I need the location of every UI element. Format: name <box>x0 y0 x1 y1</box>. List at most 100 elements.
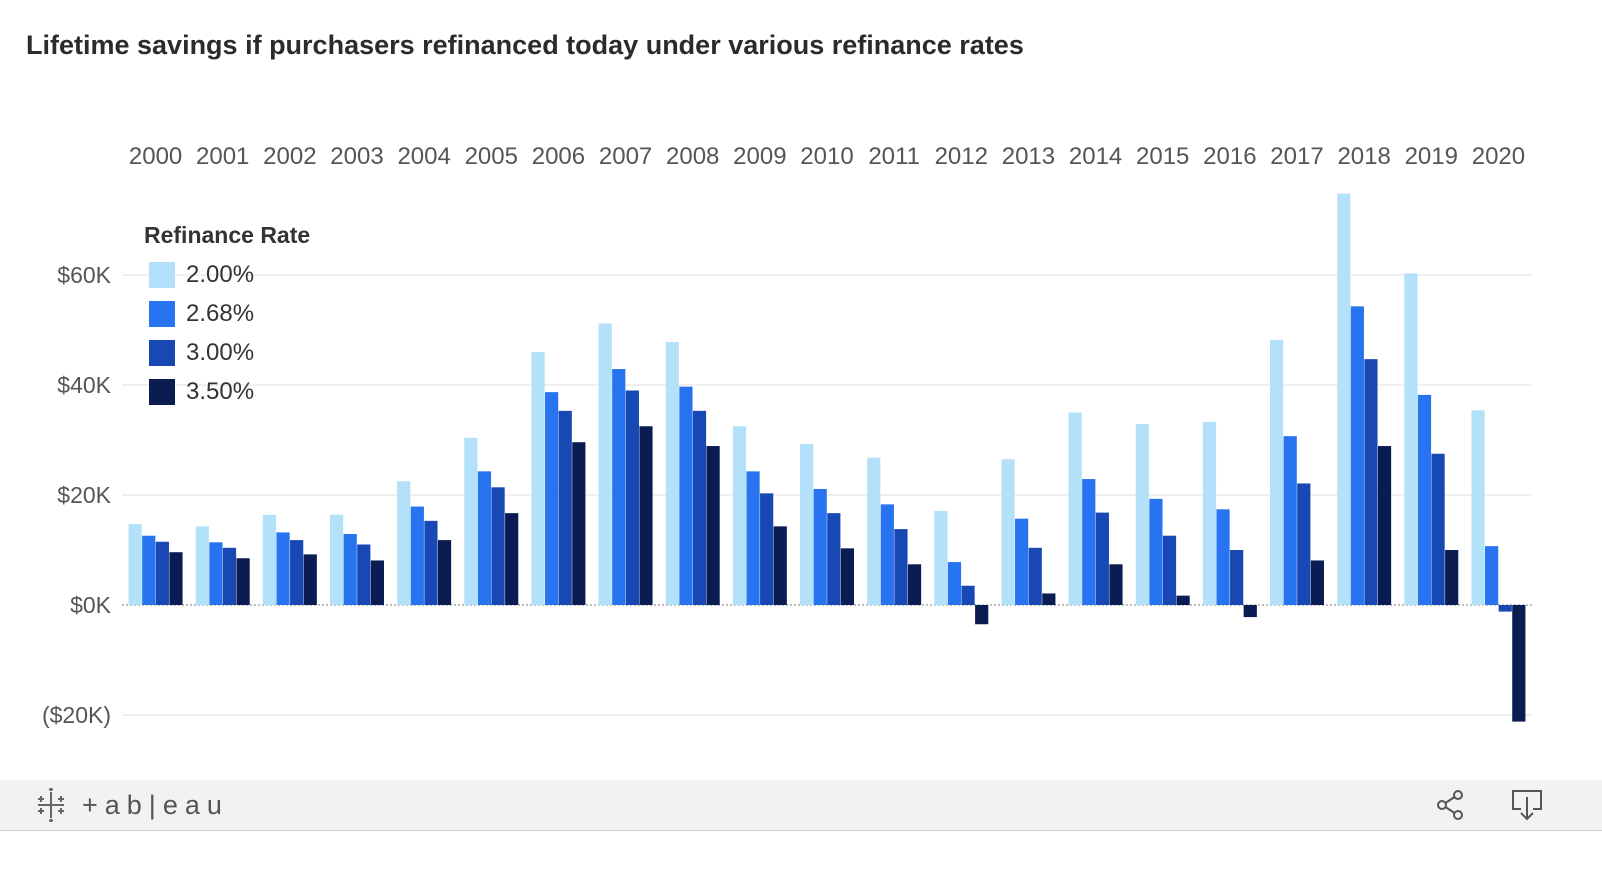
bar <box>612 369 626 605</box>
bar <box>1471 410 1485 605</box>
bar <box>692 410 707 605</box>
bar <box>545 392 559 605</box>
x-tick-label: 2002 <box>263 143 316 170</box>
bar <box>142 535 156 605</box>
bar <box>1445 550 1459 605</box>
bar <box>290 540 304 605</box>
y-tick-label: $60K <box>57 262 111 288</box>
bar <box>907 564 922 605</box>
legend-swatch <box>149 378 175 405</box>
bar <box>1068 412 1082 605</box>
bar <box>195 526 209 605</box>
legend-item-3-00[interactable]: 3.00% <box>144 333 310 372</box>
bar <box>732 426 747 605</box>
bar <box>1015 518 1029 605</box>
share-icon[interactable] <box>1434 788 1468 822</box>
bar <box>1216 509 1230 605</box>
bar <box>209 542 223 605</box>
y-axis: $60K $40K $20K $0K ($20K) <box>42 262 112 728</box>
tableau-wordmark: +ab|eau <box>82 789 229 820</box>
bar <box>1297 483 1311 605</box>
legend-label: 2.68% <box>186 299 255 327</box>
x-tick-label: 2018 <box>1337 143 1390 170</box>
legend: Refinance Rate 2.00% 2.68% 3.00% 3.50% <box>144 222 310 411</box>
legend-label: 3.00% <box>186 338 255 366</box>
bar <box>1498 605 1512 612</box>
x-tick-label: 2019 <box>1405 143 1458 170</box>
bar <box>746 471 760 605</box>
bar <box>1001 459 1015 605</box>
chart-title: Lifetime savings if purchasers refinance… <box>26 30 1024 60</box>
bar <box>1149 498 1163 605</box>
x-tick-label: 2015 <box>1136 143 1189 170</box>
bar <box>840 548 854 605</box>
bar <box>1270 339 1284 605</box>
bar <box>665 342 679 605</box>
bar <box>464 437 478 605</box>
y-tick-label: ($20K) <box>42 702 111 728</box>
bar <box>276 532 290 605</box>
bar <box>1109 564 1123 605</box>
x-tick-label: 2012 <box>935 143 988 170</box>
bar-chart: $60K$40K$20K$0K($20K) 2000 2001 2002 2003 20… <box>42 143 1532 728</box>
bar <box>424 520 438 605</box>
bar <box>1230 550 1244 605</box>
bar <box>558 410 572 605</box>
bar <box>531 352 545 605</box>
bar <box>1404 273 1418 605</box>
y-tick-label: $0K <box>70 592 112 618</box>
bar <box>639 426 653 605</box>
bar <box>222 547 237 605</box>
bar <box>813 488 827 605</box>
legend-label: 2.00% <box>186 260 255 288</box>
y-tick-label: $20K <box>57 482 111 508</box>
download-icon[interactable] <box>1510 788 1544 822</box>
bar <box>572 442 586 605</box>
legend-item-2-00[interactable]: 2.00% <box>144 255 310 294</box>
x-tick-label: 2016 <box>1203 143 1256 170</box>
bar <box>303 554 317 605</box>
bar <box>827 513 841 605</box>
bar <box>598 323 612 605</box>
bars <box>128 193 1526 722</box>
bar <box>477 471 492 605</box>
bar <box>867 457 881 605</box>
bar <box>934 510 948 605</box>
bar <box>505 513 519 605</box>
bar <box>1162 535 1177 605</box>
bar <box>155 541 169 605</box>
x-tick-label: 2013 <box>1002 143 1055 170</box>
bar <box>1417 394 1432 605</box>
legend-item-2-68[interactable]: 2.68% <box>144 294 310 333</box>
tableau-logo[interactable]: +ab|eau <box>34 788 229 822</box>
bar <box>1243 605 1257 618</box>
bar <box>343 534 357 605</box>
bar <box>1377 446 1392 605</box>
bar <box>1176 595 1190 605</box>
legend-swatch <box>149 300 175 327</box>
x-tick-label: 2003 <box>330 143 383 170</box>
bar <box>169 552 183 605</box>
bar <box>1485 546 1499 605</box>
bar <box>760 493 774 605</box>
x-tick-label: 2010 <box>800 143 853 170</box>
gridlines <box>122 274 1532 716</box>
bar <box>357 544 371 605</box>
x-tick-label: 2017 <box>1270 143 1323 170</box>
bar <box>1042 593 1056 605</box>
x-axis-years: 2000 2001 2002 2003 2004 2005 2006 2007 2008 2009… <box>129 143 1525 170</box>
bar <box>947 562 962 605</box>
x-tick-label: 2009 <box>733 143 786 170</box>
tableau-footer: +ab|eau <box>0 780 1602 831</box>
x-tick-label: 2006 <box>532 143 585 170</box>
bar <box>1095 512 1109 605</box>
bar <box>437 540 452 605</box>
bar <box>1350 306 1364 605</box>
bar <box>1283 436 1297 605</box>
legend-item-3-50[interactable]: 3.50% <box>144 372 310 411</box>
bar <box>1337 193 1351 605</box>
x-tick-label: 2005 <box>465 143 518 170</box>
x-tick-label: 2000 <box>129 143 182 170</box>
legend-swatch <box>149 261 175 288</box>
bar <box>706 446 720 605</box>
